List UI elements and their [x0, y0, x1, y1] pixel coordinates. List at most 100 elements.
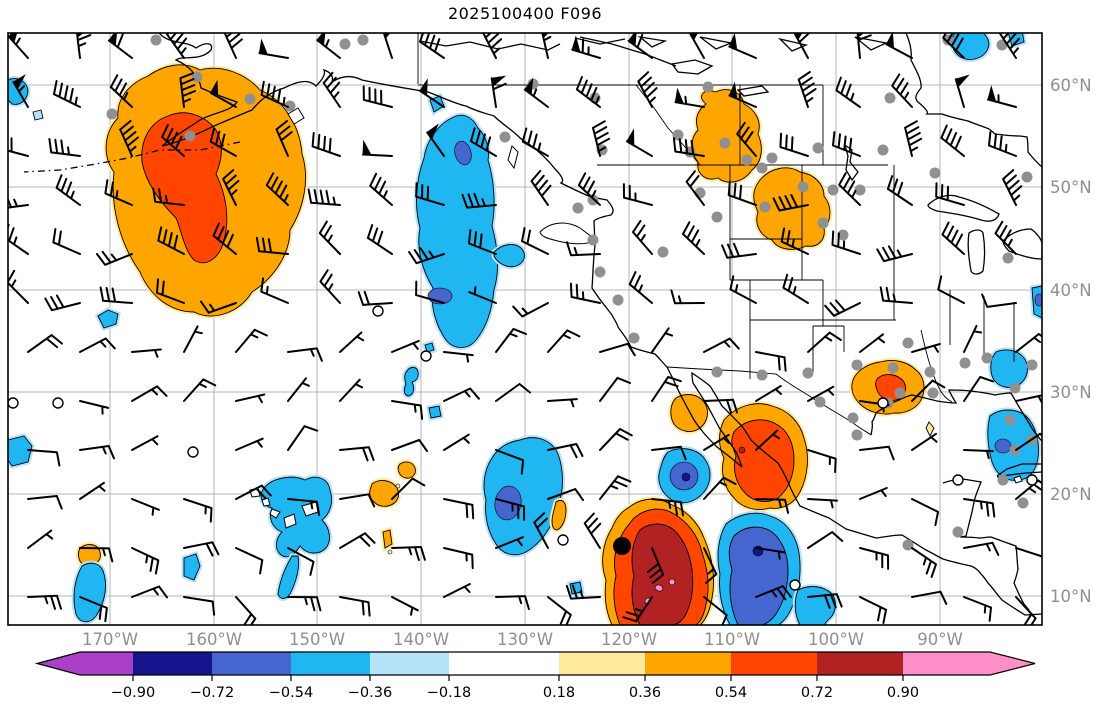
station-dot — [894, 387, 906, 399]
wind-barb — [362, 139, 393, 157]
wind-barb — [339, 532, 376, 549]
wind-barb — [831, 230, 861, 255]
wind-barb — [571, 35, 601, 59]
wind-barb — [879, 286, 913, 304]
station-dot — [814, 396, 826, 408]
wind-barb — [275, 120, 293, 157]
calm-circles — [8, 305, 1038, 591]
wind-barb — [311, 132, 341, 157]
wind-barb — [482, 33, 502, 59]
wind-barb — [911, 590, 948, 605]
wind-barb — [104, 179, 133, 206]
wind-barb — [443, 387, 480, 402]
colorbar-tick-label: 0.18 — [543, 685, 575, 701]
station-dot — [587, 194, 599, 206]
station-dot — [106, 108, 118, 120]
lon-tick-label: 100°W — [808, 630, 864, 649]
wind-barb — [287, 596, 322, 612]
wind-barb — [339, 596, 371, 617]
wind-barb — [212, 222, 237, 255]
wind-barb — [79, 445, 115, 460]
wind-barb — [736, 121, 757, 157]
wind-barb — [339, 378, 364, 402]
wind-barb — [8, 269, 29, 304]
wind-barb — [1015, 479, 1042, 500]
wind-barb — [1015, 394, 1042, 404]
wind-barb — [807, 331, 842, 353]
wind-barb — [566, 241, 601, 257]
calm-circle — [877, 397, 889, 409]
wind-barb — [131, 585, 168, 599]
wind-barb — [755, 385, 782, 402]
wind-barb — [287, 377, 310, 402]
station-dot — [927, 387, 939, 399]
wind-barb — [599, 376, 631, 402]
mexico-core — [731, 419, 795, 502]
station-dot — [827, 184, 839, 196]
station-dot — [572, 202, 584, 214]
wind-barb — [391, 596, 419, 616]
station-dot — [150, 34, 162, 46]
yellow-dot-2 — [387, 549, 393, 555]
colorbar-tick-label: −0.36 — [348, 685, 392, 701]
lon-tick-label: 150°W — [289, 630, 345, 649]
wind-barb — [937, 275, 965, 304]
wind-barb — [876, 245, 913, 263]
station-dot — [797, 181, 809, 193]
wind-barb — [79, 547, 114, 563]
left-edge-cyan-mid — [8, 435, 33, 467]
wind-barb — [755, 429, 781, 451]
wind-barb — [322, 71, 341, 108]
wind-barb — [1002, 169, 1023, 206]
station-dot — [847, 412, 859, 424]
wind-barb — [859, 547, 890, 570]
lat-tick-label: 30°N — [1050, 383, 1092, 402]
storm-pink-2 — [668, 578, 676, 586]
wind-barb — [1015, 547, 1042, 571]
colorbar-tick-label: −0.18 — [427, 685, 471, 701]
station-dot — [884, 92, 896, 104]
wind-barb — [646, 547, 665, 584]
wind-barb — [183, 378, 217, 402]
rightedge-royal — [1034, 293, 1042, 307]
station-dot — [284, 100, 296, 112]
calm-circle — [52, 397, 64, 409]
wind-barb — [12, 74, 29, 108]
wind-barb — [941, 221, 965, 255]
wind-barb — [468, 286, 497, 304]
wind-barb — [981, 293, 1017, 308]
wind-barb — [48, 138, 81, 157]
wind-barb — [131, 348, 162, 358]
wind-barb — [886, 175, 913, 206]
wind-barb — [258, 38, 289, 59]
wind-barb — [415, 280, 445, 304]
wind-barb — [963, 324, 983, 353]
wind-barb — [235, 393, 266, 404]
wind-barb — [963, 376, 994, 402]
wind-barb — [495, 498, 526, 521]
lat-tick-label: 10°N — [1050, 587, 1092, 606]
colorbar-tick-label: 0.36 — [629, 685, 661, 701]
wind-barb — [755, 498, 790, 514]
wind-barb — [79, 596, 108, 623]
station-dot — [628, 332, 640, 344]
wind-barb — [339, 446, 375, 462]
wind-barb — [131, 385, 168, 402]
colorbar-band — [212, 652, 291, 675]
station-dot — [802, 367, 814, 379]
wind-barb — [339, 493, 376, 508]
wind-barb — [107, 33, 133, 59]
orange-sliver-150w — [382, 529, 393, 549]
axis-labels: 170°W 160°W 150°W 140°W 130°W 120°W 110°W 100°W… — [82, 76, 1092, 649]
wind-barb — [755, 585, 792, 601]
wind-barb — [963, 498, 996, 518]
wind-barb — [443, 351, 474, 363]
station-dot — [851, 359, 863, 371]
calm-circle — [420, 350, 432, 362]
station-dot — [902, 539, 914, 551]
wind-barb — [183, 498, 213, 523]
wind-barb — [530, 169, 552, 206]
lon-tick-label: 130°W — [497, 630, 553, 649]
wind-barb — [1015, 333, 1042, 353]
station-dot — [1009, 382, 1021, 394]
